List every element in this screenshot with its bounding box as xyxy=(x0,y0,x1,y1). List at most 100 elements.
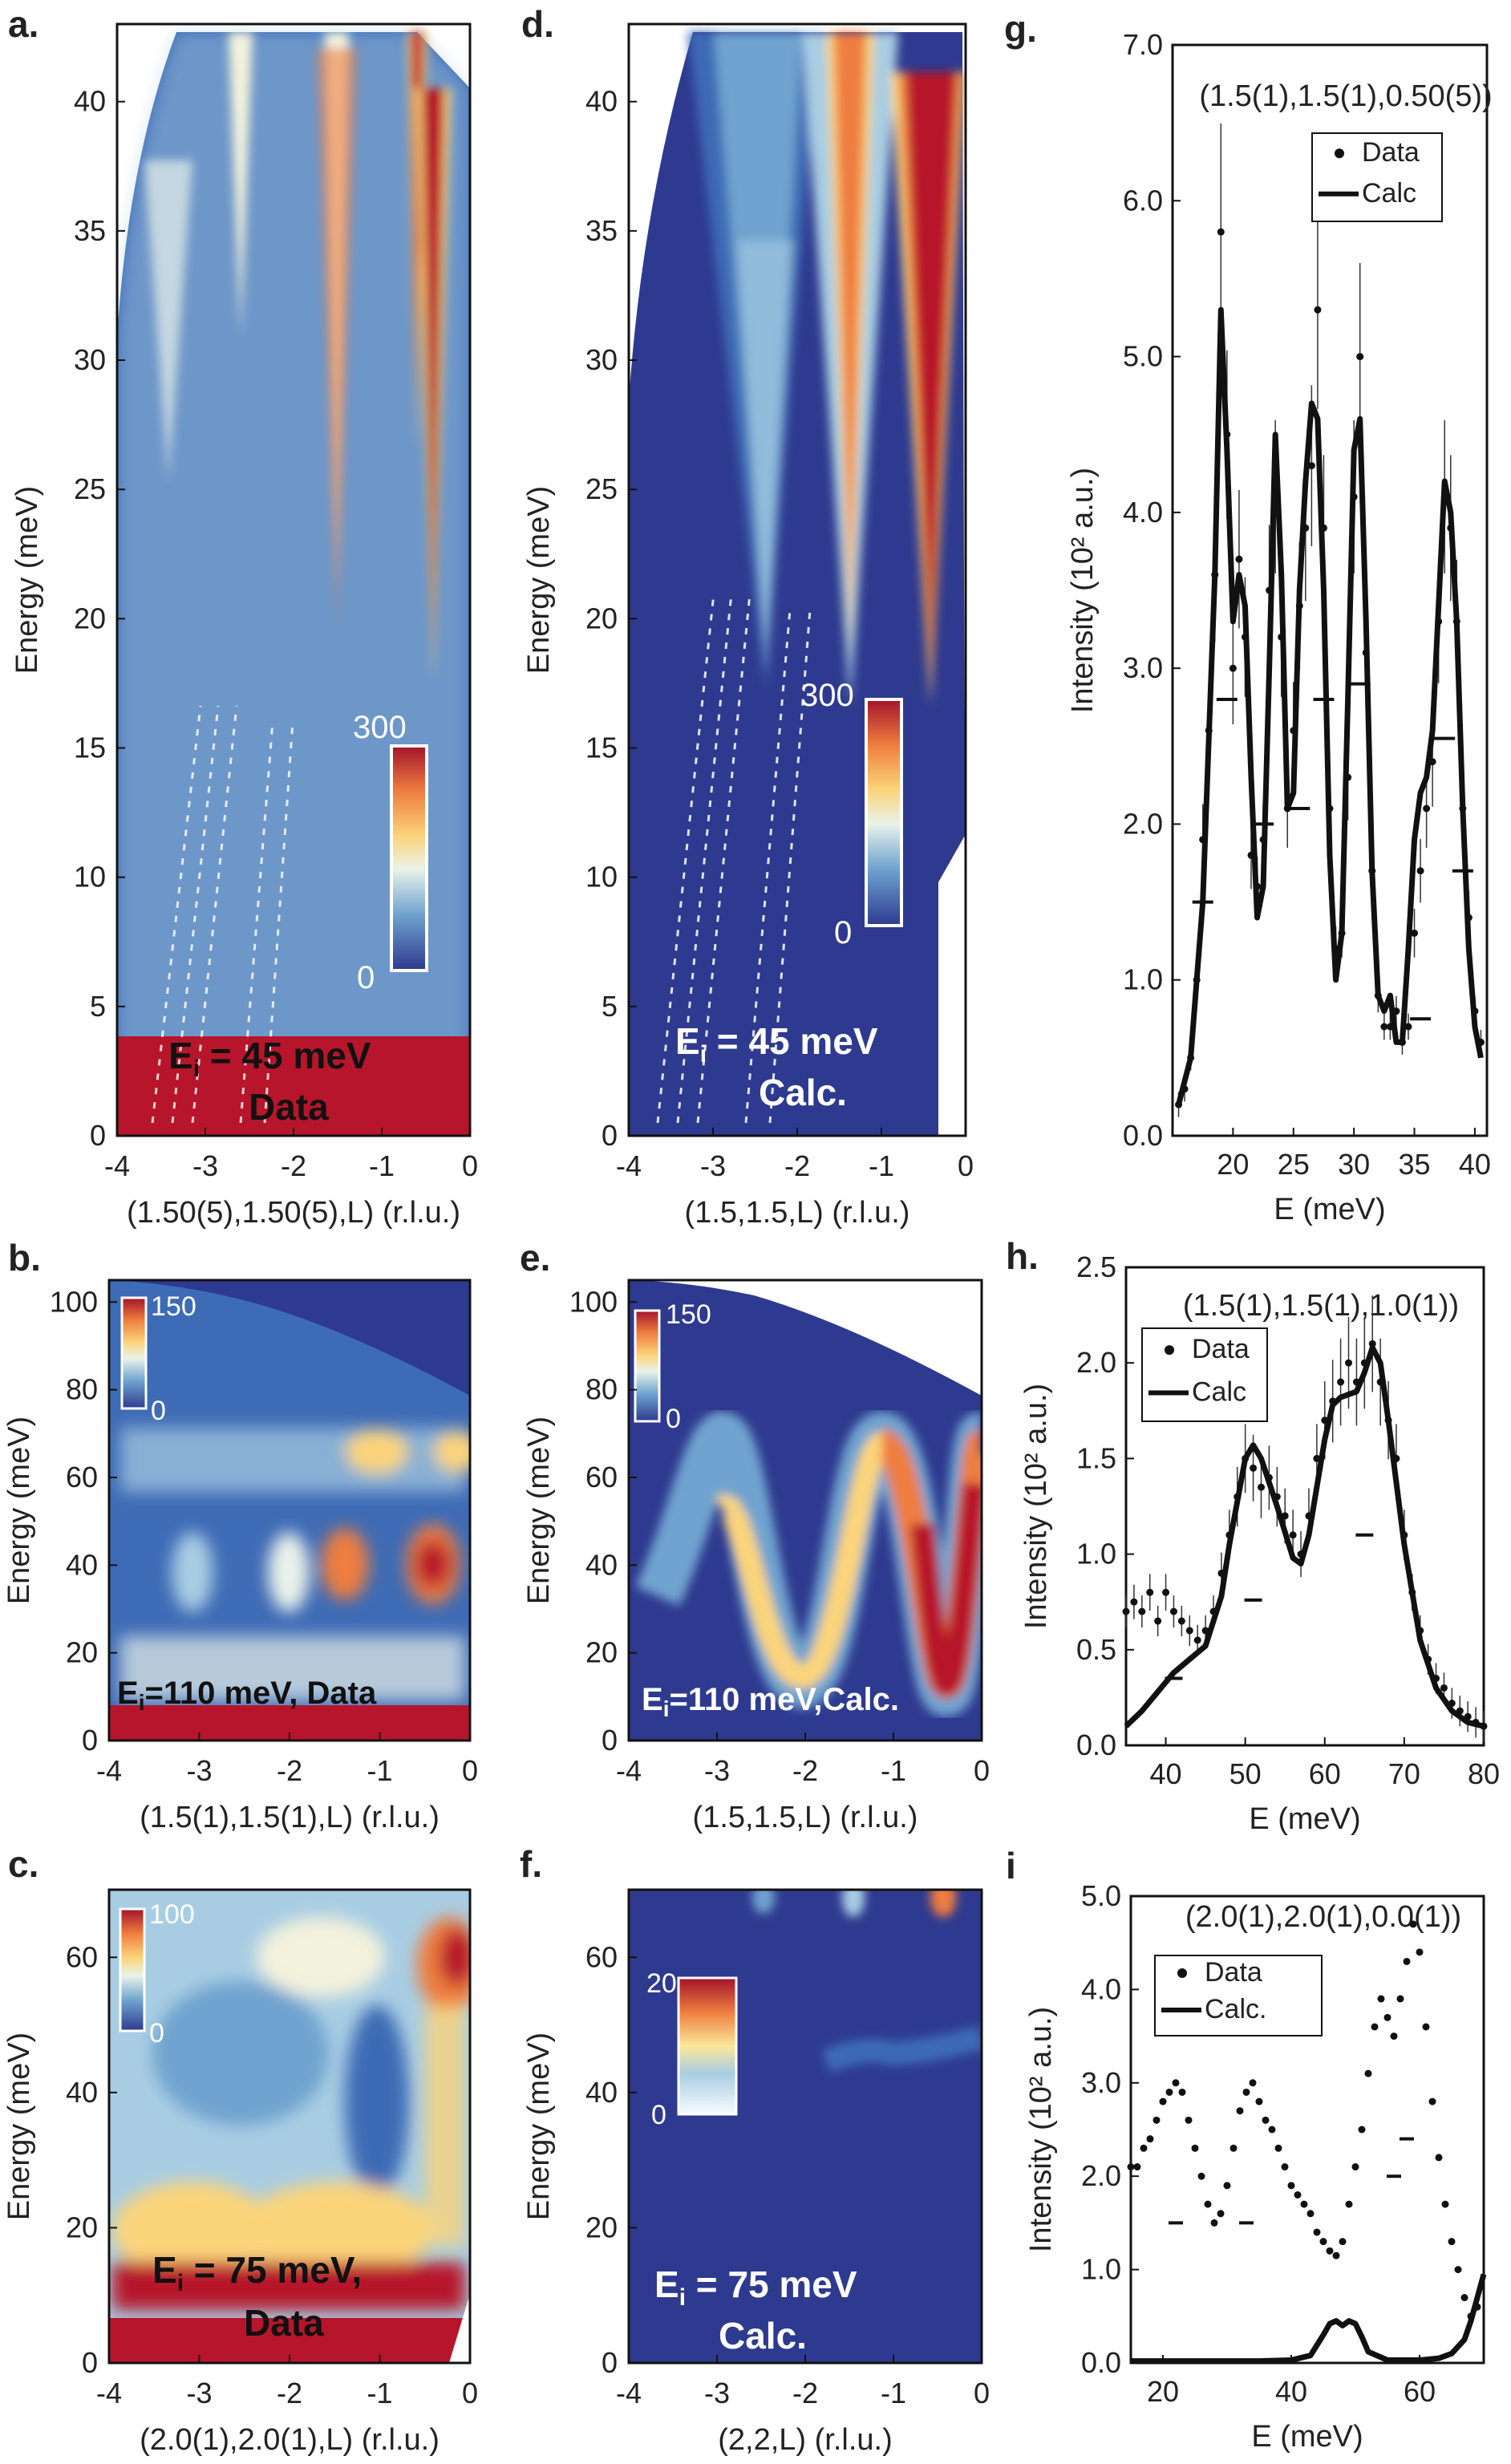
x-axis-label: E (meV) xyxy=(1274,1193,1385,1226)
y-tick-label: 4.0 xyxy=(1081,1972,1121,2005)
panel-d-colorbar-max: 300 xyxy=(800,678,854,713)
y-tick-label: 30 xyxy=(74,343,106,376)
y-tick-label: 15 xyxy=(74,732,106,764)
data-point xyxy=(1178,2088,1186,2096)
x-axis-label: E (meV) xyxy=(1249,1802,1360,1836)
x-tick-label: -2 xyxy=(277,1754,302,1787)
panel-e-axes: e. -4 -3 -2 -1 0 0 20 40 60 80 100 (1.5,1.5,L) (r.l.… xyxy=(520,1237,990,1834)
y-tick-label: 10 xyxy=(74,861,106,894)
y-tick-label: 3.0 xyxy=(1081,2066,1121,2099)
y-tick-label: 1.0 xyxy=(1123,963,1163,996)
data-point xyxy=(1377,1995,1385,2003)
data-point xyxy=(1390,2032,1398,2040)
panel-a-colorbar: 300 0 xyxy=(353,710,428,995)
data-point xyxy=(1364,2069,1372,2077)
y-axis-label: Energy (meV) xyxy=(2,1416,36,1604)
data-point xyxy=(1197,2172,1205,2180)
panel-a-heatmap xyxy=(117,32,470,1136)
x-tick-label: -2 xyxy=(281,1149,306,1182)
y-axis-label: Energy (meV) xyxy=(10,486,44,674)
y-tick-label: 0 xyxy=(602,1119,618,1152)
x-tick-label: -4 xyxy=(616,1754,642,1787)
data-point xyxy=(1294,2190,1302,2199)
x-tick-label: 40 xyxy=(1275,2375,1307,2408)
data-point xyxy=(1339,2238,1347,2246)
panel-b: 150 0 Ei=110 meV, Data xyxy=(107,1279,472,1742)
data-point xyxy=(1229,2144,1238,2152)
data-point xyxy=(1440,1684,1448,1692)
y-tick-label: 40 xyxy=(585,2076,618,2109)
y-tick-label: 60 xyxy=(585,1940,618,1973)
panel-e-colorbar-min: 0 xyxy=(666,1404,681,1434)
y-axis-label: Energy (meV) xyxy=(2,2032,36,2220)
y-axis-label: Intensity (10² a.u.) xyxy=(1019,1384,1053,1629)
x-tick-label: -2 xyxy=(792,1754,818,1787)
y-tick-label: 0 xyxy=(90,1119,106,1152)
y-tick-label: 15 xyxy=(585,732,618,764)
panel-b-letter: b. xyxy=(8,1237,41,1279)
data-point xyxy=(1326,2247,1334,2255)
data-point xyxy=(1165,2088,1173,2096)
y-tick-label: 2.5 xyxy=(1076,1250,1116,1283)
panel-d-annotation-ei: Ei = 45 meV xyxy=(675,1020,878,1068)
y-tick-label: 0.0 xyxy=(1076,1728,1116,1761)
panel-f-axes: f. -4 -3 -2 -1 0 0 20 40 60 (2,2,L) (r.l.u.) Energy… xyxy=(520,1843,990,2457)
x-tick-label: -1 xyxy=(367,2377,392,2409)
panel-c-letter: c. xyxy=(8,1843,38,1885)
data-point xyxy=(1169,1607,1177,1615)
data-point xyxy=(1371,2023,1379,2031)
data-point xyxy=(1422,2023,1430,2031)
data-point xyxy=(1319,2238,1327,2246)
y-tick-label: 5.0 xyxy=(1081,1879,1121,1912)
panel-c-colorbar: 100 0 xyxy=(119,1899,195,2049)
y-tick-label: 0 xyxy=(602,1724,618,1757)
y-tick-label: 60 xyxy=(66,1940,98,1973)
data-point xyxy=(1423,804,1431,813)
panel-a-white-streaks xyxy=(151,705,294,1124)
legend-box xyxy=(1141,1327,1268,1422)
data-point xyxy=(1428,2097,1436,2105)
panel-d-white-streaks xyxy=(656,593,812,1124)
y-tick-label: 25 xyxy=(74,472,106,505)
y-tick-label: 20 xyxy=(585,602,618,634)
y-tick-label: 80 xyxy=(585,1373,618,1406)
y-tick-label: 20 xyxy=(66,2211,98,2243)
data-point xyxy=(1337,1378,1345,1386)
x-tick-label: 60 xyxy=(1404,2375,1436,2408)
panel-d-axes: d. -4 -3 -2 -1 0 0 5 10 15 20 25 30 35 40 (1.5,1.5,L) (… xyxy=(521,3,974,1230)
panel-c-annotation-data: Data xyxy=(244,2302,324,2344)
panel-e: 150 0 Ei=110 meV,Calc. xyxy=(627,1279,983,1742)
plot-frame xyxy=(1171,43,1489,1137)
panel-e-colorbar-max: 150 xyxy=(666,1299,711,1330)
x-tick-label: -2 xyxy=(277,2377,302,2409)
data-point xyxy=(1313,2228,1321,2236)
x-tick-label: -3 xyxy=(192,1149,218,1182)
y-tick-label: 100 xyxy=(569,1285,618,1318)
data-point xyxy=(1210,2219,1218,2227)
data-point xyxy=(1287,2182,1295,2190)
y-axis-label: Energy (meV) xyxy=(522,2032,556,2220)
y-tick-label: 30 xyxy=(585,343,618,376)
y-tick-label: 2.0 xyxy=(1076,1346,1116,1379)
data-point xyxy=(1403,1957,1411,1965)
panel-f-colorbar: 20 0 xyxy=(646,1968,738,2130)
data-point xyxy=(1358,2126,1366,2134)
panel-b-colorbar: 150 0 xyxy=(120,1291,196,1426)
data-point xyxy=(1380,1023,1388,1031)
y-tick-label: 7.0 xyxy=(1123,28,1163,61)
data-point xyxy=(1185,2116,1193,2124)
data-point xyxy=(1345,1359,1353,1367)
panel-f-annotation-ei: Ei = 75 meV xyxy=(654,2263,857,2311)
panel-f-annotation-calc: Calc. xyxy=(719,2315,807,2357)
panel-a-annotation-ei: Ei = 45 meV xyxy=(168,1035,371,1082)
panel-b-colorbar-min: 0 xyxy=(151,1396,166,1426)
data-point xyxy=(1448,2238,1456,2246)
data-point xyxy=(1416,867,1424,875)
plot-frame xyxy=(1129,1895,1485,2365)
data-point xyxy=(1229,664,1237,672)
panel-a-colorbar-min: 0 xyxy=(357,960,375,995)
data-point xyxy=(1255,2097,1263,2105)
data-point xyxy=(1314,306,1322,314)
y-tick-label: 1.5 xyxy=(1076,1441,1116,1474)
legend-data-marker xyxy=(1165,1345,1174,1356)
